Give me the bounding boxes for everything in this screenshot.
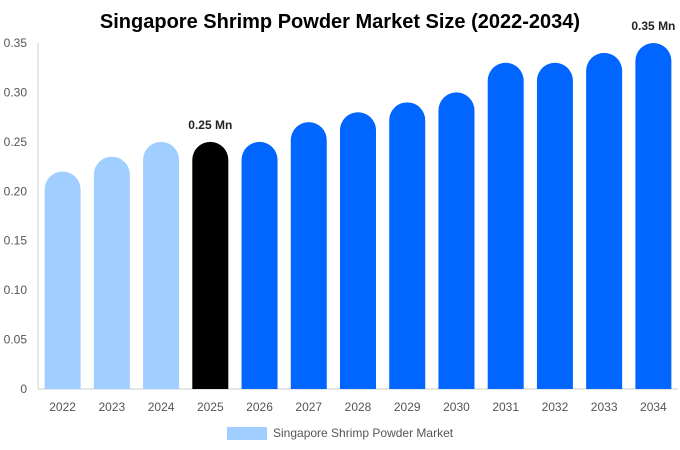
x-tick-label: 2028 [345, 400, 372, 414]
x-tick-label: 2026 [246, 400, 273, 414]
x-tick-label: 2033 [591, 400, 618, 414]
y-tick-label: 0.05 [4, 333, 28, 347]
bar-2032 [536, 62, 573, 390]
data-label-2025: 0.25 Mn [188, 118, 232, 132]
x-axis: 2022 2023 2024 2025 2026 2027 2028 2029 2030 2031… [38, 388, 678, 414]
y-tick-label: 0.35 [4, 36, 28, 50]
bar-2028 [340, 112, 376, 389]
x-tick-label: 2032 [542, 400, 569, 414]
legend-swatch [227, 427, 267, 440]
y-tick-label: 0.15 [4, 234, 28, 248]
y-tick-label: 0.10 [4, 283, 28, 297]
x-tick-label: 2025 [197, 400, 224, 414]
x-tick-label: 2023 [98, 400, 125, 414]
bar-2030 [438, 92, 475, 389]
bar-2033 [586, 52, 623, 389]
y-tick-label: 0.20 [4, 184, 28, 198]
bar-2027 [290, 122, 327, 390]
y-tick-label: 0.30 [4, 85, 28, 99]
y-axis: 0 0.05 0.10 0.15 0.20 0.25 0.30 0.35 [4, 36, 39, 396]
y-tick-label: 0.25 [4, 135, 28, 149]
bar-2029 [389, 102, 426, 390]
x-tick-label: 2027 [295, 400, 322, 414]
x-tick-label: 2024 [148, 400, 175, 414]
bar-2031 [487, 62, 524, 390]
bar-2026 [241, 141, 278, 389]
x-tick-label: 2031 [492, 400, 519, 414]
bar-2023 [93, 156, 130, 389]
legend: Singapore Shrimp Powder Market [227, 426, 454, 440]
legend-label: Singapore Shrimp Powder Market [273, 426, 454, 440]
bar-2022 [44, 171, 81, 389]
x-tick-label: 2029 [394, 400, 421, 414]
bar-2025 [192, 141, 229, 389]
x-tick-label: 2022 [49, 400, 76, 414]
chart-title: Singapore Shrimp Powder Market Size (202… [100, 11, 580, 33]
data-labels-group: 0.25 Mn 0.35 Mn [188, 19, 675, 132]
x-tick-label: 2030 [443, 400, 470, 414]
data-label-2034: 0.35 Mn [631, 19, 675, 33]
bar-2024 [143, 141, 180, 389]
x-tick-label: 2034 [640, 400, 667, 414]
bar-2034 [635, 43, 672, 389]
y-tick-label: 0 [20, 382, 27, 396]
bars-group [44, 43, 672, 390]
